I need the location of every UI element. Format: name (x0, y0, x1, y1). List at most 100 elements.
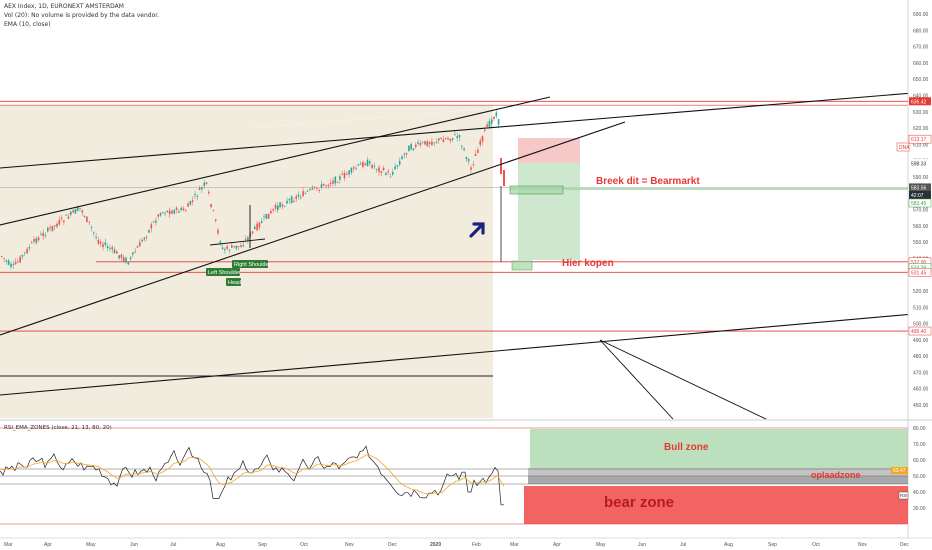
bear-zone (524, 486, 908, 524)
candle (348, 170, 350, 175)
candle (122, 257, 125, 262)
candle (435, 142, 438, 143)
hier-kopen-annotation: Hier kopen (562, 258, 614, 269)
price-label: 537.90 (911, 260, 927, 266)
candle (191, 200, 194, 202)
candle (405, 152, 408, 155)
candle (168, 210, 171, 215)
candle (7, 260, 10, 265)
neckline (209, 238, 266, 246)
symbol-title: AEX Index, 1D, EURONEXT AMSTERDAM (4, 3, 124, 10)
candle (148, 229, 150, 233)
candle (24, 252, 26, 254)
price-tick-label: 570.00 (913, 208, 929, 214)
candle (212, 210, 215, 211)
candle (244, 239, 247, 240)
trend-line (0, 312, 926, 396)
candle (214, 219, 217, 221)
time-tick-label: Feb (472, 542, 481, 548)
candle (47, 227, 49, 232)
rsi-tag-bg (898, 491, 909, 500)
candle (329, 182, 332, 185)
candle (373, 165, 376, 167)
candle (389, 176, 392, 178)
head-label-bg (226, 278, 241, 286)
price-label: 636.42 (911, 99, 927, 105)
time-tick-label: Aug (216, 542, 225, 548)
price-label-bg (909, 183, 931, 192)
candle (51, 225, 54, 231)
candle (221, 247, 224, 249)
dashed-line (254, 107, 496, 129)
candle (461, 146, 463, 148)
candle (152, 221, 155, 223)
candle (357, 164, 360, 166)
candle (371, 164, 373, 169)
candle (254, 226, 256, 229)
candle (247, 237, 249, 241)
candle (355, 168, 357, 170)
candle (12, 264, 15, 266)
price-tick-label: 520.00 (913, 289, 929, 295)
candle (270, 210, 272, 214)
time-tick-label: Aug (724, 542, 733, 548)
candle (431, 141, 433, 146)
candle (479, 140, 481, 145)
trend-line (0, 91, 926, 169)
candle (495, 112, 498, 117)
candle (334, 176, 337, 184)
time-tick-label: Oct (812, 542, 820, 548)
candle (375, 169, 378, 170)
candle (309, 189, 311, 190)
price-tick-label: 460.00 (913, 387, 929, 393)
candle (325, 185, 327, 187)
candle (481, 136, 484, 142)
candle (102, 244, 104, 248)
candle (463, 148, 465, 150)
candle (456, 136, 458, 138)
candle (164, 213, 166, 215)
candle (260, 221, 263, 224)
candle (3, 258, 5, 259)
candle (318, 190, 320, 191)
candle (484, 129, 486, 131)
candle (180, 207, 182, 211)
trend-line (0, 96, 551, 226)
candle (350, 167, 353, 173)
candle (378, 167, 380, 172)
candle (175, 207, 178, 210)
rsi-tick-label: 50.00 (913, 474, 926, 480)
candle (150, 224, 153, 229)
candle (210, 204, 212, 207)
candle (323, 183, 325, 186)
bear-zone-label: bear zone (604, 494, 675, 511)
candle (288, 199, 291, 201)
candle (83, 216, 86, 217)
candle (316, 187, 318, 189)
candle (424, 141, 426, 145)
candle (474, 153, 477, 156)
candle (235, 245, 238, 249)
candle (408, 145, 410, 152)
candle (72, 210, 74, 213)
left-shoulder-label-bg (206, 268, 240, 276)
candle (428, 142, 431, 144)
candle (503, 170, 505, 186)
candle (295, 196, 297, 199)
candle (396, 165, 399, 167)
price-tick-label: 590.00 (913, 175, 929, 181)
candle (86, 216, 88, 223)
candle (76, 207, 79, 211)
time-tick-label: Dec (388, 542, 397, 548)
oplaad-zone-lower (528, 476, 908, 484)
target-box (518, 163, 580, 260)
time-tick-label: Jul (170, 542, 176, 548)
candle (415, 144, 417, 147)
candle (139, 242, 141, 247)
buy-box (511, 260, 533, 271)
candle (10, 263, 12, 268)
candle (5, 260, 8, 262)
price-label: 531.45 (911, 270, 927, 276)
candle (203, 182, 205, 186)
